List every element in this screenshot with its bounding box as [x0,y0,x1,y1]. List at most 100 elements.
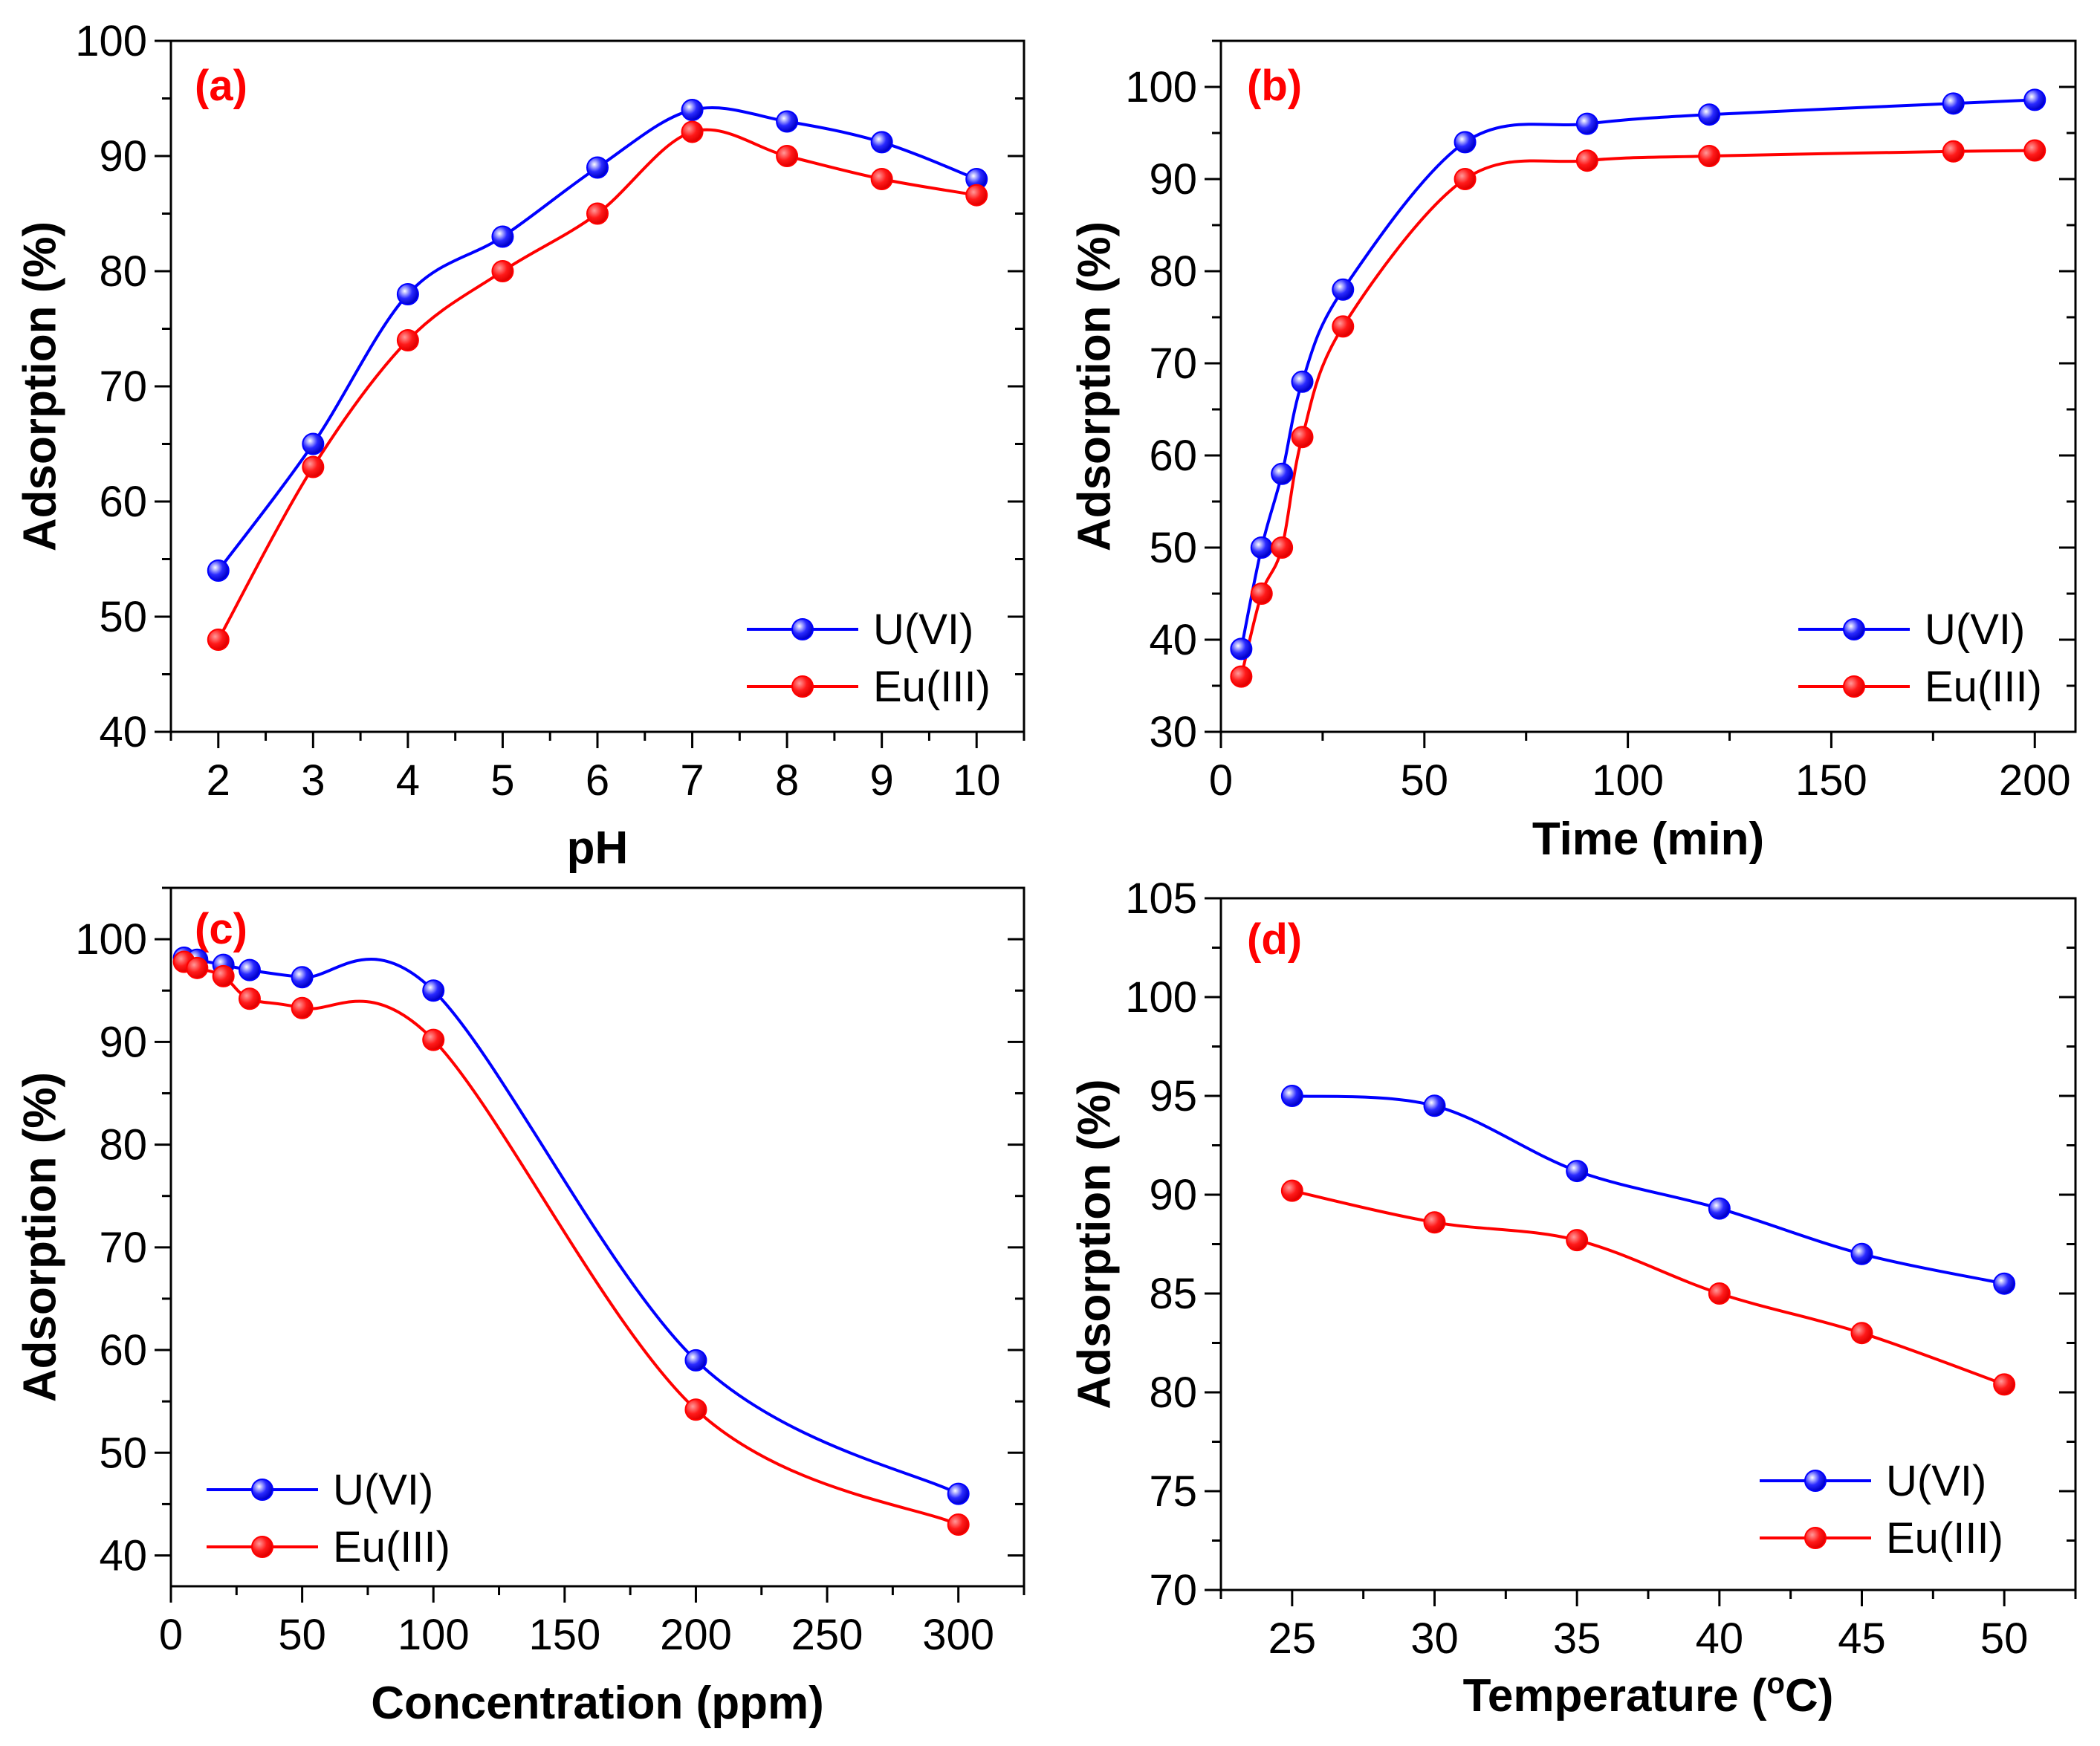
y-axis-title: Adsorption (%) [14,221,65,551]
y-tick-label: 70 [99,363,147,411]
y-tick-label: 100 [1125,973,1197,1022]
data-point-eu-iii [776,145,799,167]
data-point-eu-iii [1566,1229,1589,1252]
y-tick-label: 95 [1149,1072,1197,1120]
x-tick-label: 3 [301,756,325,805]
legend-marker [251,1536,273,1558]
legend: U(VI) Eu(III) [1798,606,2042,711]
data-point-eu-iii [1942,140,1965,163]
plot-frame [1219,39,2077,733]
y-tick-label: 60 [1149,432,1197,480]
data-point-u-vi [1230,637,1253,661]
data-point-eu-iii [684,1398,707,1421]
x-tick-label: 50 [1980,1614,2029,1663]
data-point-u-vi [1291,370,1314,393]
x-tick-label: 150 [528,1611,600,1659]
legend-marker [1843,675,1865,698]
data-point-u-vi [291,966,314,989]
legend: U(VI) Eu(III) [1760,1457,2003,1562]
y-tick-label: 50 [99,1429,147,1477]
data-point-u-vi [586,156,609,179]
data-point-eu-iii [1850,1322,1873,1345]
data-point-u-vi [207,559,230,582]
x-tick-label: 40 [1696,1614,1744,1663]
plot-frame [169,886,1025,1588]
y-tick-label: 60 [99,1326,147,1375]
x-axis-title: Concentration (ppm) [371,1678,824,1729]
data-point-u-vi [1993,1272,2016,1295]
legend-label: Eu(III) [1925,663,2042,711]
y-tick-label: 80 [1149,1369,1197,1417]
legend-marker [1843,618,1865,640]
data-point-u-vi [1454,131,1477,154]
y-tick-label: 50 [1149,524,1197,572]
data-point-eu-iii [681,120,704,143]
panel-a: 2 3 4 5 6 7 8 9 10 40 50 60 70 80 90 100 pH Adsorption (%… [14,17,1025,874]
x-tick-label: 30 [1410,1614,1459,1663]
y-axis-title: Adsorption (%) [1069,1079,1120,1409]
data-point-u-vi [1271,462,1294,485]
panel-label: (a) [195,62,247,110]
legend-marker [251,1479,273,1501]
y-tick-label: 90 [99,132,147,181]
legend-label: Eu(III) [333,1523,450,1571]
data-point-eu-iii [1698,145,1721,167]
data-point-u-vi [776,110,799,133]
legend: U(VI) Eu(III) [747,606,991,711]
series-line-eu-iii [1292,1189,2005,1386]
x-tick-label: 8 [775,756,799,805]
data-point-eu-iii [1575,149,1598,172]
data-point-eu-iii [1332,315,1355,338]
series-line-u-vi [1292,1094,2005,1285]
data-point-eu-iii [2023,139,2046,162]
data-point-u-vi [870,131,893,154]
data-point-eu-iii [186,956,209,979]
data-point-eu-iii [1280,1179,1303,1202]
data-point-eu-iii [422,1028,445,1051]
data-point-eu-iii [1291,426,1314,449]
data-point-u-vi [1942,92,1965,115]
y-tick-label: 60 [99,478,147,526]
y-tick-label: 105 [1125,874,1197,923]
x-tick-label: 4 [396,756,420,805]
legend-marker [791,675,814,698]
y-tick-label: 40 [99,708,147,756]
data-point-u-vi [1698,103,1721,126]
x-tick-label: 200 [1999,756,2071,805]
data-point-eu-iii [1271,536,1294,559]
legend-marker [791,618,814,640]
x-tick-label: 45 [1838,1614,1886,1663]
y-axis-title: Adsorption (%) [1069,221,1120,551]
x-axis-title: pH [567,822,629,874]
panel-label: (c) [195,905,247,953]
y-tick-label: 70 [99,1224,147,1272]
x-tick-label: 7 [680,756,704,805]
y-tick-label: 80 [1149,247,1197,296]
x-tick-label: 0 [1209,756,1233,805]
panel-b: 0 50 100 150 200 30 40 50 60 70 80 90 100 Time (min) A… [1069,39,2077,865]
data-point-u-vi [1708,1197,1731,1220]
legend-marker [1804,1470,1827,1492]
series-line-u-vi [1239,98,2035,649]
x-tick-label: 10 [953,756,1001,805]
x-tick-label: 300 [922,1611,994,1659]
series-line-eu-iii [183,960,959,1526]
data-point-eu-iii [1454,168,1477,190]
x-tick-label: 9 [870,756,894,805]
y-tick-label: 75 [1149,1467,1197,1516]
y-tick-label: 70 [1149,1566,1197,1614]
x-tick-label: 6 [586,756,609,805]
data-point-u-vi [491,225,514,248]
panel-d: 25 30 35 40 45 50 70 75 80 85 90 95 100 105 Temperatur… [1069,874,2077,1721]
data-point-eu-iii [870,168,893,190]
y-tick-label: 100 [75,17,147,65]
x-tick-label: 0 [159,1611,183,1659]
x-tick-label: 35 [1553,1614,1601,1663]
legend-label: U(VI) [333,1466,433,1514]
data-point-eu-iii [1250,582,1273,605]
panel-label: (d) [1247,915,1302,964]
data-point-u-vi [681,99,704,121]
data-point-eu-iii [238,987,261,1010]
y-tick-label: 90 [1149,155,1197,204]
y-tick-label: 40 [1149,616,1197,664]
